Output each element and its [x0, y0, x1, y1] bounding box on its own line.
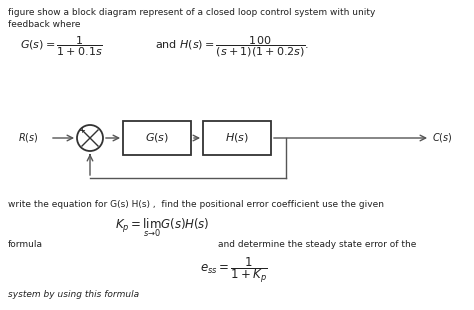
Text: write the equation for G(s) H(s) ,  find the positional error coefficient use th: write the equation for G(s) H(s) , find … — [8, 200, 384, 209]
Text: $G(s)$: $G(s)$ — [145, 131, 169, 144]
Text: $e_{ss} = \dfrac{1}{1+K_p}$: $e_{ss} = \dfrac{1}{1+K_p}$ — [200, 255, 268, 285]
Text: system by using this formula: system by using this formula — [8, 290, 139, 299]
Text: figure show a block diagram represent of a closed loop control system with unity: figure show a block diagram represent of… — [8, 8, 375, 17]
Text: •: • — [88, 153, 92, 159]
Text: +: + — [78, 126, 85, 135]
Text: $H(s)$: $H(s)$ — [225, 131, 249, 144]
Text: $K_p = \lim_{s \to 0} G(s)H(s)$: $K_p = \lim_{s \to 0} G(s)H(s)$ — [115, 216, 210, 238]
Text: $C(s)$: $C(s)$ — [432, 131, 453, 144]
Text: $G(s) = \dfrac{1}{1+0.1s}$: $G(s) = \dfrac{1}{1+0.1s}$ — [20, 35, 103, 59]
Text: feedback where: feedback where — [8, 20, 81, 29]
Bar — [203, 121, 271, 155]
Text: and $H(s) = \dfrac{100}{(s+1)(1+0.2s)}$.: and $H(s) = \dfrac{100}{(s+1)(1+0.2s)}$. — [155, 35, 309, 60]
Text: formula: formula — [8, 240, 43, 249]
Text: and determine the steady state error of the: and determine the steady state error of … — [218, 240, 416, 249]
Bar — [123, 121, 191, 155]
Text: $R(s)$: $R(s)$ — [18, 131, 38, 144]
